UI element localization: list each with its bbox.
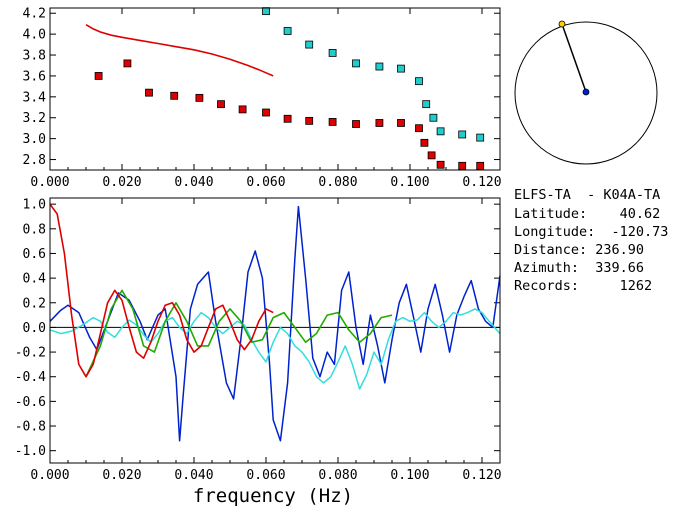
correlation-y-tick-label: -0.4 bbox=[15, 370, 46, 385]
red-model-line bbox=[49, 203, 274, 378]
red-velocity-marker bbox=[94, 72, 103, 80]
cyan-velocity-marker bbox=[415, 77, 423, 86]
correlation-y-tick-label: -0.2 bbox=[15, 346, 46, 361]
cyan-velocity-marker bbox=[476, 133, 485, 142]
correlation-y-tick-label: 0.8 bbox=[23, 222, 46, 237]
center-station-dot bbox=[582, 88, 590, 96]
red-velocity-marker bbox=[476, 161, 485, 170]
info-distance: Distance: 236.90 bbox=[514, 242, 644, 258]
red-velocity-marker bbox=[238, 105, 247, 114]
correlation-y-tick-label: 0.0 bbox=[23, 321, 46, 336]
info-records: Records: 1262 bbox=[514, 278, 652, 294]
cyan-velocity-marker bbox=[436, 127, 445, 136]
blue-correlation-line bbox=[49, 205, 501, 442]
cyan-velocity-marker bbox=[429, 113, 438, 122]
velocity-y-tick-label: 3.2 bbox=[23, 111, 46, 126]
cyan-velocity-marker bbox=[458, 130, 467, 139]
info-longitude: Longitude: -120.73 bbox=[514, 224, 668, 240]
cyan-velocity-marker bbox=[352, 59, 360, 68]
velocity-y-tick-label: 3.6 bbox=[23, 69, 46, 84]
station-info: ELFS-TA - K04A-TA Latitude: 40.62 Longit… bbox=[514, 187, 668, 294]
correlation-y-tick-label: 0.6 bbox=[23, 247, 46, 262]
velocity-x-tick-label: 0.000 bbox=[30, 175, 69, 190]
cyan-velocity-marker bbox=[397, 64, 405, 73]
velocity-chart: 0.000 0.020 0.040 0.060 0.080 0.100 0.120 2.8 3.… bbox=[23, 7, 502, 190]
red-velocity-marker bbox=[375, 119, 384, 127]
red-velocity-marker bbox=[123, 59, 132, 68]
velocity-x-tick-label: 0.100 bbox=[390, 175, 429, 190]
red-velocity-marker bbox=[397, 119, 405, 127]
velocity-series bbox=[85, 7, 485, 170]
cyan-velocity-marker bbox=[305, 40, 314, 49]
red-velocity-marker bbox=[328, 118, 337, 126]
red-velocity-marker bbox=[305, 116, 314, 125]
velocity-x-tick-label: 0.040 bbox=[174, 175, 213, 190]
red-velocity-marker bbox=[352, 120, 360, 128]
info-latitude: Latitude: 40.62 bbox=[514, 206, 660, 222]
green-model-line bbox=[85, 289, 393, 378]
correlation-x-tick-label: 0.080 bbox=[318, 468, 357, 483]
velocity-ticks: 0.000 0.020 0.040 0.060 0.080 0.100 0.120 2.8 3.… bbox=[23, 7, 502, 190]
velocity-plot-frame bbox=[49, 7, 501, 171]
correlation-x-tick-label: 0.000 bbox=[30, 468, 69, 483]
cyan-velocity-marker bbox=[422, 100, 431, 109]
red-velocity-marker bbox=[170, 91, 179, 100]
velocity-y-tick-label: 2.8 bbox=[23, 153, 46, 168]
velocity-x-tick-label: 0.020 bbox=[102, 175, 141, 190]
velocity-y-tick-label: 3.0 bbox=[23, 132, 46, 147]
map-circle bbox=[514, 21, 658, 165]
cyan-velocity-marker bbox=[283, 27, 292, 35]
red-velocity-marker bbox=[415, 124, 423, 133]
red-velocity-marker bbox=[458, 161, 467, 170]
station-pin-dot bbox=[558, 20, 566, 28]
correlation-x-tick-label: 0.040 bbox=[174, 468, 213, 483]
cyan-correlation-line bbox=[49, 308, 501, 390]
red-velocity-marker bbox=[262, 108, 270, 117]
red-velocity-marker bbox=[427, 151, 436, 160]
velocity-x-tick-label: 0.120 bbox=[462, 175, 501, 190]
velocity-x-tick-label: 0.060 bbox=[246, 175, 285, 190]
red-velocity-marker bbox=[195, 93, 204, 102]
velocity-x-tick-label: 0.080 bbox=[318, 175, 357, 190]
x-axis-title: frequency (Hz) bbox=[193, 485, 353, 507]
red-velocity-marker bbox=[283, 114, 292, 123]
correlation-y-tick-label: 1.0 bbox=[23, 198, 46, 213]
velocity-y-tick-label: 4.0 bbox=[23, 28, 46, 43]
correlation-y-tick-label: -0.6 bbox=[15, 395, 46, 410]
correlation-x-tick-label: 0.060 bbox=[246, 468, 285, 483]
red-velocity-marker bbox=[145, 88, 153, 97]
cyan-velocity-marker bbox=[375, 62, 384, 71]
correlation-y-tick-label: -0.8 bbox=[15, 420, 46, 435]
red-velocity-marker bbox=[217, 100, 225, 109]
cyan-velocity-marker bbox=[328, 49, 337, 57]
station-azimuth-map bbox=[514, 20, 658, 165]
correlation-chart: 0.000 0.020 0.040 0.060 0.080 0.100 0.120 1.0 0.… bbox=[15, 197, 502, 507]
correlation-series bbox=[49, 203, 501, 442]
info-azimuth: Azimuth: 339.66 bbox=[514, 260, 644, 276]
red-velocity-marker bbox=[420, 138, 429, 147]
velocity-y-tick-label: 3.4 bbox=[23, 90, 47, 105]
correlation-x-tick-label: 0.100 bbox=[390, 468, 429, 483]
red-velocity-marker bbox=[436, 160, 445, 169]
correlation-y-tick-label: 0.2 bbox=[23, 296, 46, 311]
info-station-pair: ELFS-TA - K04A-TA bbox=[514, 187, 660, 203]
correlation-x-tick-label: 0.020 bbox=[102, 468, 141, 483]
correlation-y-tick-label: 0.4 bbox=[23, 272, 47, 287]
correlation-y-tick-label: -1.0 bbox=[15, 444, 46, 459]
cyan-velocity-marker bbox=[262, 7, 270, 16]
azimuth-line bbox=[561, 23, 587, 93]
velocity-curve bbox=[85, 24, 274, 77]
correlation-ticks: 0.000 0.020 0.040 0.060 0.080 0.100 0.120 1.0 0.… bbox=[15, 198, 502, 483]
correlation-x-tick-label: 0.120 bbox=[462, 468, 501, 483]
correlation-plot-frame bbox=[49, 197, 501, 464]
velocity-y-tick-label: 4.2 bbox=[23, 7, 46, 22]
velocity-y-tick-label: 3.8 bbox=[23, 49, 46, 64]
